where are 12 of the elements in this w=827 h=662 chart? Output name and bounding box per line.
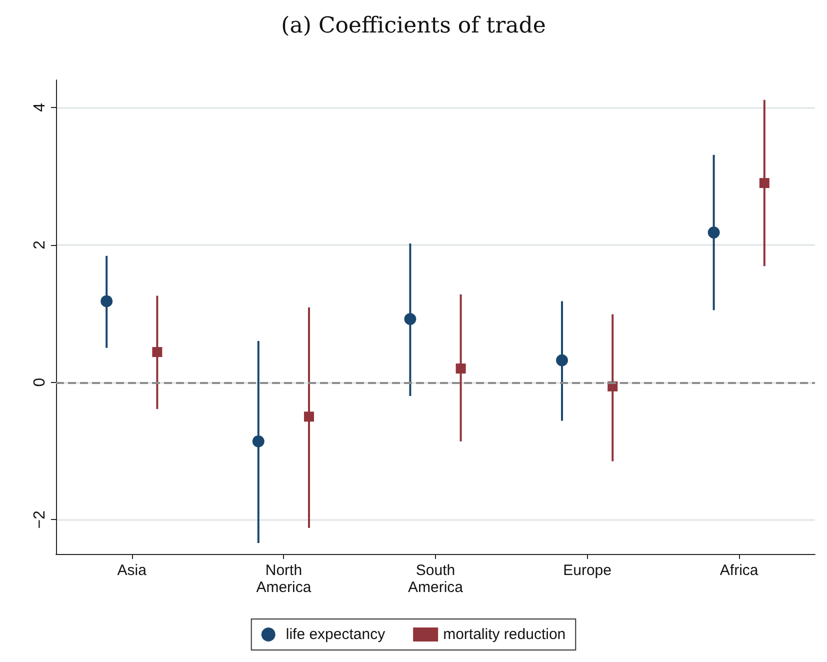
y-tick-label: −2 (32, 510, 48, 529)
legend-label: mortality reduction (443, 626, 566, 643)
y-tick-label: 0 (32, 378, 48, 387)
legend-label: life expectancy (286, 626, 386, 643)
y-tick-label: 2 (32, 240, 48, 250)
x-tick-label: South America (408, 562, 464, 596)
x-tick-label: North America (256, 562, 312, 596)
x-tick-label: Europe (563, 562, 612, 579)
x-tick-label: Asia (117, 562, 148, 579)
chart-title: (a) Coefficients of trade (281, 14, 546, 38)
x-tick-label: Africa (720, 562, 759, 579)
y-tick-label: 4 (32, 102, 48, 112)
